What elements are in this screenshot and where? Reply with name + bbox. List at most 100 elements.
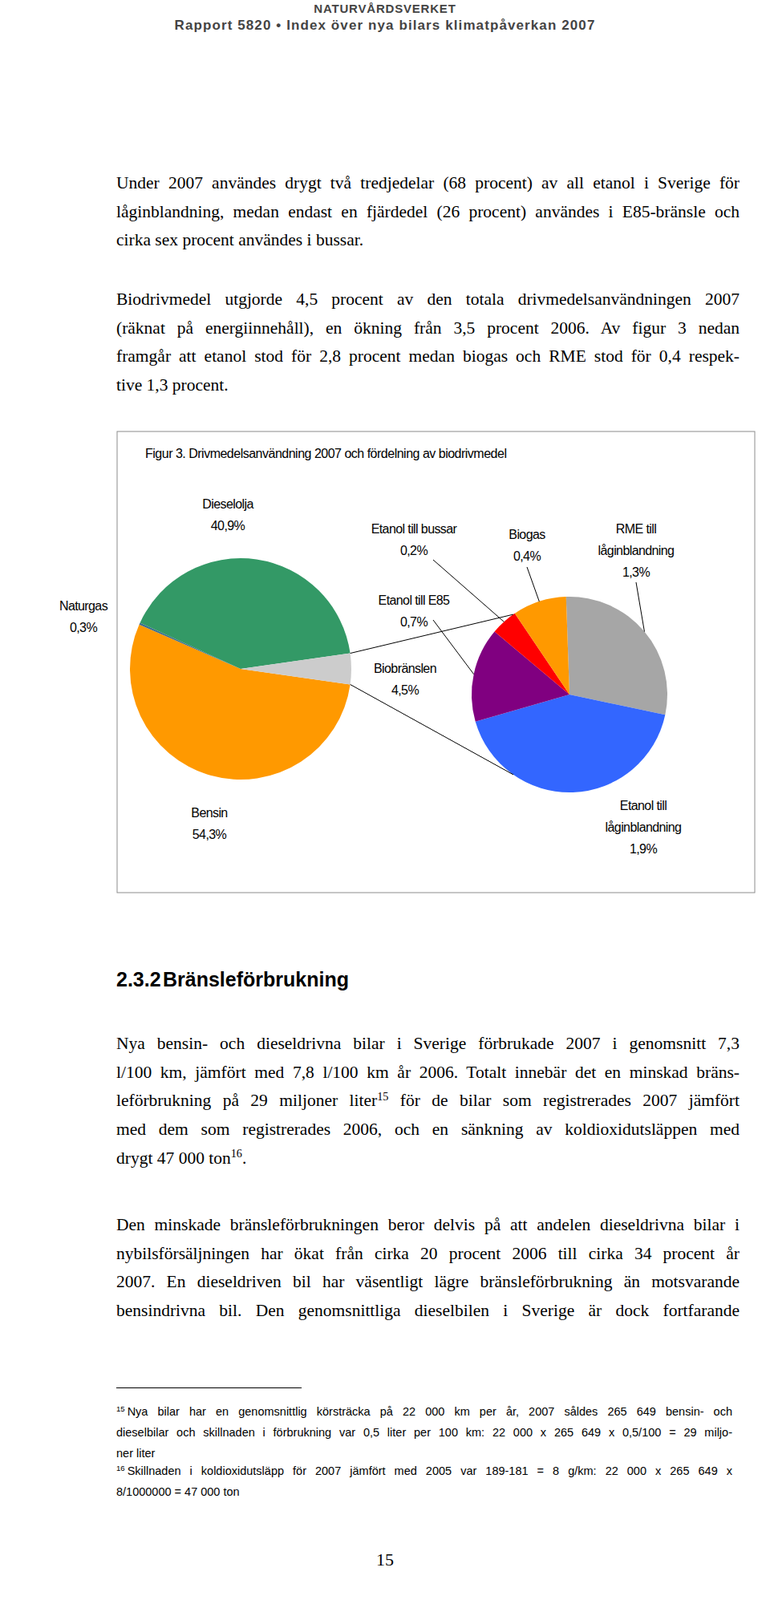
section-title: Bränsleförbrukning — [162, 966, 349, 993]
text-run: cirka sex procent användes i bussar. — [116, 230, 364, 250]
category-label-line: låginblandning — [598, 543, 675, 558]
line-content: 8/1000000 = 47 000 ton — [116, 1485, 240, 1499]
data-label: 0,7% — [400, 615, 428, 629]
line-content: dieselbilar och skillnaden i förbrukning… — [116, 1426, 733, 1439]
line-content: Den minskade bränsleförbrukningen beror … — [116, 1215, 740, 1235]
category-label: Naturgas — [59, 599, 109, 613]
header-report: Rapport 5820 • Index över nya bilars kli… — [0, 17, 770, 34]
category-label: Etanol till låginblandning — [605, 798, 682, 835]
section-number: 2.3.2 — [116, 966, 162, 993]
pie-slice — [240, 653, 352, 685]
text-run: ner liter — [116, 1446, 155, 1460]
body-line: låginblandning, medan endast en fjärdede… — [116, 198, 740, 227]
leader-line — [433, 620, 475, 675]
category-label: Biobränslen — [373, 661, 437, 676]
text-run: nybilsförsäljningen har ökat från cirka … — [116, 1244, 740, 1264]
category-label-line: Etanol till — [620, 798, 667, 813]
text-run: framgår att etanol stod för 2,8 procent … — [116, 346, 740, 366]
page-number: 15 — [0, 1548, 770, 1572]
body-line: drygt 47 000 ton16. — [116, 1144, 740, 1174]
body-line: Under 2007 användes drygt två tredjedela… — [116, 169, 740, 199]
line-content: låginblandning, medan endast en fjärdede… — [116, 202, 740, 222]
category-label: Etanol till bussar — [371, 522, 458, 536]
connector-line — [350, 684, 514, 775]
line-content: framgår att etanol stod för 2,8 procent … — [116, 346, 740, 366]
category-label-line: Bensin — [190, 806, 227, 820]
body-line: tive 1,3 procent. — [116, 371, 740, 401]
text-run: leförbrukning på 29 miljoner liter — [116, 1090, 377, 1111]
footnote-line: dieselbilar och skillnaden i förbrukning… — [116, 1422, 733, 1443]
footnote-ref: 16 — [231, 1146, 243, 1160]
line-content: l/100 km, jämfört med 7,8 l/100 km år 20… — [116, 1062, 740, 1083]
data-label: 0,4% — [513, 549, 541, 564]
text-run: 8/1000000 = 47 000 ton — [116, 1485, 240, 1499]
text-run: dieselbilar och skillnaden i förbrukning… — [116, 1426, 733, 1439]
footnote-line: 16Skillnaden i koldioxidutsläpp för 2007… — [116, 1460, 733, 1482]
line-content: (räknat på energiinnehåll), en ökning fr… — [116, 318, 740, 338]
figure-frame — [117, 431, 755, 893]
category-label: Biogas — [508, 527, 546, 542]
line-content: Biodrivmedel utgjorde 4,5 procent av den… — [116, 289, 740, 309]
data-label: 0,3% — [69, 620, 98, 635]
figure-title: Figur 3. Drivmedelsanvändning 2007 och f… — [145, 446, 507, 461]
data-label: 1,9% — [629, 842, 657, 856]
line-content: tive 1,3 procent. — [116, 375, 229, 395]
data-label: 40,9% — [210, 518, 246, 533]
text-run: Nya bensin- och dieseldrivna bilar i Sve… — [116, 1033, 740, 1054]
text-run: för de bilar som registrerades 2007 jämf… — [388, 1090, 740, 1111]
footnote-ref: 16 — [116, 1463, 126, 1473]
footnote-line: 15Nya bilar har en genomsnittlig körsträ… — [116, 1401, 733, 1423]
footnote-rule — [116, 1387, 302, 1389]
category-label: RME till låginblandning — [598, 522, 675, 558]
text-run: låginblandning, medan endast en fjärdede… — [116, 202, 740, 222]
text-run: 2007. En dieseldriven bil har väsentligt… — [116, 1272, 740, 1292]
line-content: 2007. En dieseldriven bil har väsentligt… — [116, 1272, 740, 1292]
line-content: Nya bensin- och dieseldrivna bilar i Sve… — [116, 1033, 740, 1054]
line-content: 15Nya bilar har en genomsnittlig körsträ… — [116, 1405, 733, 1419]
line-content: drygt 47 000 ton16. — [116, 1148, 247, 1168]
text-run: l/100 km, jämfört med 7,8 l/100 km år 20… — [116, 1062, 740, 1083]
category-label-line: låginblandning — [605, 820, 682, 835]
body-line: framgår att etanol stod för 2,8 procent … — [116, 342, 740, 372]
line-content: med dem som registrerades 2006, och en s… — [116, 1119, 740, 1139]
leader-line — [636, 582, 645, 633]
body-line: med dem som registrerades 2006, och en s… — [116, 1115, 740, 1145]
footnote-ref: 15 — [116, 1404, 126, 1414]
text-run: tive 1,3 procent. — [116, 375, 229, 395]
pie-1 — [471, 596, 668, 793]
category-label: Etanol till E85 — [378, 593, 451, 608]
body-line: leförbrukning på 29 miljoner liter15 för… — [116, 1086, 740, 1116]
leader-line — [526, 567, 539, 602]
footnote-line: ner liter — [116, 1442, 733, 1464]
data-label: 1,3% — [622, 565, 650, 580]
pie-slice — [514, 596, 570, 695]
body-line: (räknat på energiinnehåll), en ökning fr… — [116, 314, 740, 344]
text-run: Under 2007 användes drygt två tredjedela… — [116, 173, 740, 193]
body-line: l/100 km, jämfört med 7,8 l/100 km år 20… — [116, 1058, 740, 1088]
line-content: cirka sex procent användes i bussar. — [116, 230, 364, 250]
category-label-line: RME till — [616, 522, 657, 536]
line-content: 16Skillnaden i koldioxidutsläpp för 2007… — [116, 1464, 733, 1478]
leader-line — [433, 559, 504, 622]
category-label-line: Etanol till E85 — [378, 593, 451, 608]
category-label-line: Etanol till bussar — [371, 522, 458, 536]
category-label: Dieselolja — [202, 497, 254, 511]
data-label: 54,3% — [192, 827, 227, 842]
figure-svg: Figur 3. Drivmedelsanvändning 2007 och f… — [0, 0, 770, 1600]
category-label-line: Biogas — [508, 527, 546, 542]
header-org: NATURVÅRDSVERKET — [0, 1, 770, 16]
body-line: Nya bensin- och dieseldrivna bilar i Sve… — [116, 1029, 740, 1059]
line-content: nybilsförsäljningen har ökat från cirka … — [116, 1244, 740, 1264]
body-line: Biodrivmedel utgjorde 4,5 procent av den… — [116, 285, 740, 315]
data-label: 4,5% — [391, 683, 419, 698]
data-label: 0,2% — [400, 543, 428, 558]
footnote-ref: 15 — [376, 1090, 389, 1103]
body-line: nybilsförsäljningen har ökat från cirka … — [116, 1240, 740, 1269]
line-content: Under 2007 användes drygt två tredjedela… — [116, 173, 740, 193]
body-line: cirka sex procent användes i bussar. — [116, 226, 740, 256]
text-run: Skillnaden i koldioxidutsläpp för 2007 j… — [127, 1464, 733, 1478]
text-run: Nya bilar har en genomsnittlig körsträck… — [127, 1405, 733, 1419]
text-run: med dem som registrerades 2006, och en s… — [116, 1119, 740, 1139]
pie-0 — [129, 558, 352, 780]
text-run: drygt 47 000 ton — [116, 1148, 231, 1168]
